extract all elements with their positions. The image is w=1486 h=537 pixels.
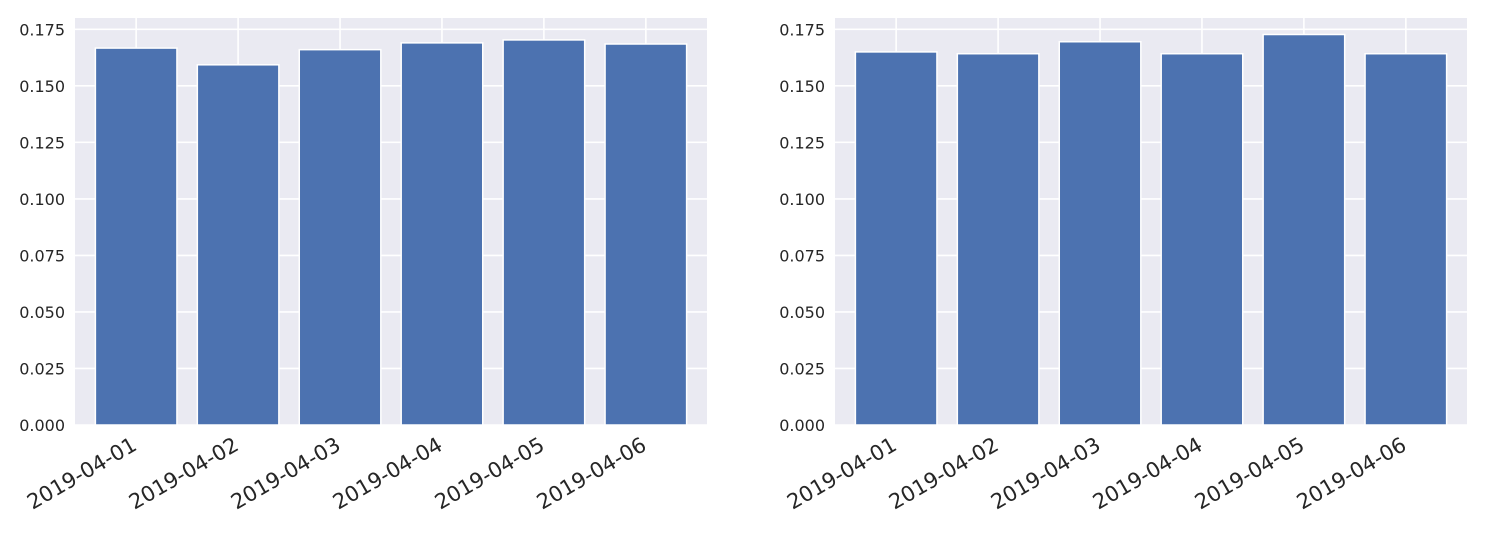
chart-right: 0.000 0.025 0.050 0.075 0.100 0.125 0.150 0.175…: [779, 18, 1467, 514]
x-tick-label: 2019-04-03: [987, 433, 1105, 515]
bar-2019-04-01: [854, 51, 938, 426]
y-tick-label: 0.125: [779, 133, 825, 152]
y-tick-label: 0.075: [19, 246, 65, 265]
x-tick-label: 2019-04-02: [125, 433, 243, 515]
bar-2019-04-04: [400, 42, 484, 426]
x-tick-label: 2019-04-05: [1191, 433, 1309, 515]
bar-2019-04-06: [604, 43, 688, 426]
y-tick-label: 0.175: [779, 20, 825, 39]
y-tick-label: 0.075: [779, 246, 825, 265]
x-tick-label: 2019-04-03: [227, 433, 345, 515]
bar-2019-04-05: [1262, 33, 1346, 426]
x-tick-label: 2019-04-01: [783, 433, 901, 515]
x-tick-label: 2019-04-01: [23, 433, 141, 515]
y-tick-label: 0.000: [779, 416, 825, 435]
y-tick-label: 0.050: [779, 303, 825, 322]
y-tick-label: 0.175: [19, 20, 65, 39]
x-tick-label: 2019-04-05: [431, 433, 549, 515]
x-tick-label: 2019-04-04: [1089, 433, 1207, 515]
y-tick-label: 0.050: [19, 303, 65, 322]
y-tick-label: 0.100: [779, 190, 825, 209]
x-tick-label: 2019-04-06: [1293, 433, 1411, 515]
bar-2019-04-01: [94, 47, 178, 426]
y-tick-label: 0.150: [779, 77, 825, 96]
x-tick-label: 2019-04-02: [885, 433, 1003, 515]
y-tick-label: 0.025: [779, 359, 825, 378]
bar-2019-04-03: [1058, 40, 1142, 426]
bar-2019-04-06: [1364, 52, 1448, 426]
y-tick-label: 0.100: [19, 190, 65, 209]
bar-2019-04-02: [956, 52, 1040, 426]
bar-2019-04-03: [298, 48, 382, 426]
bar-2019-04-04: [1160, 52, 1244, 426]
y-tick-label: 0.150: [19, 77, 65, 96]
chart-left: 0.000 0.025 0.050 0.075 0.100 0.125 0.150 0.175…: [19, 18, 707, 514]
x-tick-label: 2019-04-06: [533, 433, 651, 515]
y-tick-label: 0.025: [19, 359, 65, 378]
bar-2019-04-05: [502, 39, 586, 426]
y-tick-label: 0.125: [19, 133, 65, 152]
bar-2019-04-02: [196, 64, 280, 426]
y-tick-label: 0.000: [19, 416, 65, 435]
x-tick-label: 2019-04-04: [329, 433, 447, 515]
